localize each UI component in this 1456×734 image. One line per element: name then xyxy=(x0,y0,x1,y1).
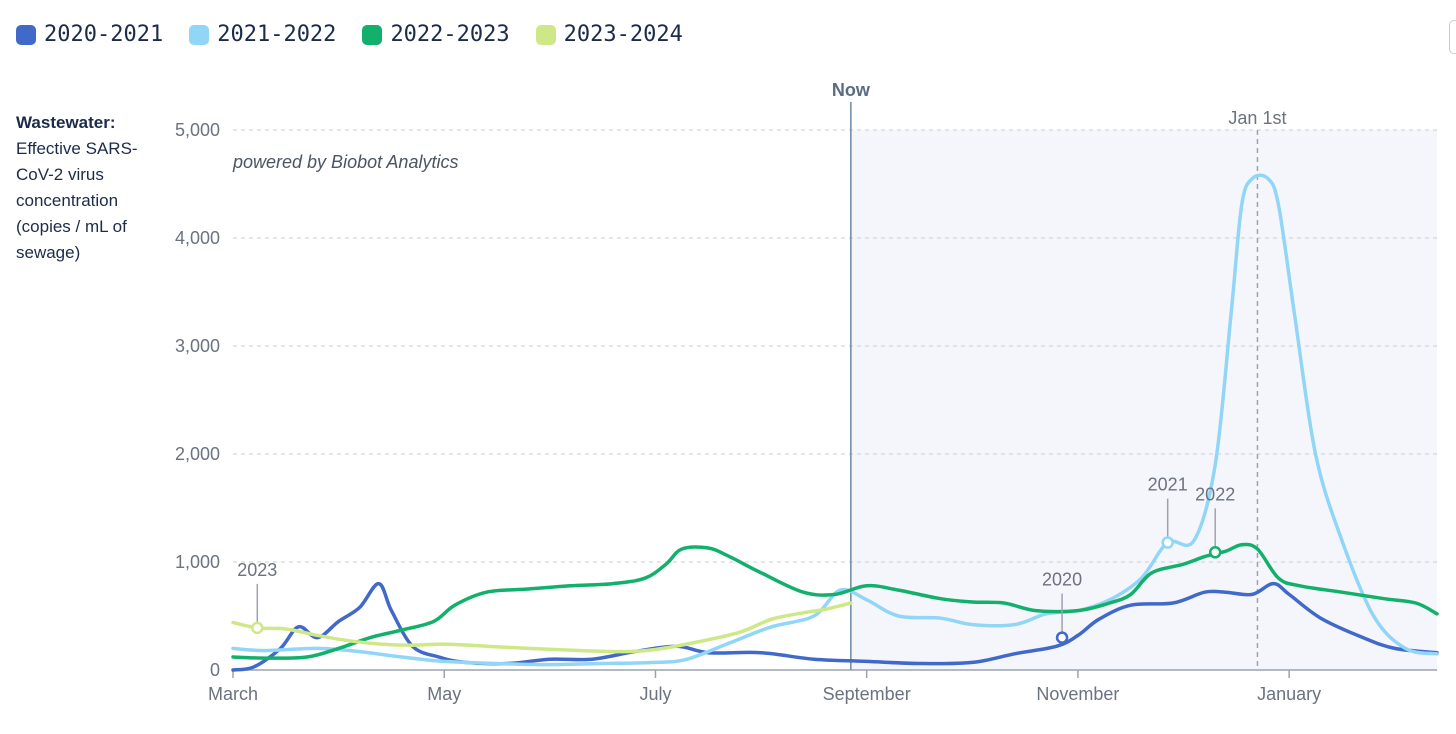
annotations: 2023 2020 2021 2022 xyxy=(237,475,1235,644)
legend-swatch xyxy=(362,24,383,45)
y-tick-label: 3,000 xyxy=(175,336,220,356)
series-line-2020-2021 xyxy=(231,581,1439,672)
y-tick-label: 4,000 xyxy=(175,228,220,248)
legend-item-2023-2024[interactable]: 2023-2024 xyxy=(535,22,683,47)
legend-item-2022-2023[interactable]: 2022-2023 xyxy=(362,22,510,47)
y-axis-label: Wastewater: Effective SARS-CoV-2 virus c… xyxy=(16,110,146,266)
legend: 2020-2021 2021-2022 2022-2023 2023-2024 xyxy=(16,22,683,47)
x-tick-label: September xyxy=(823,684,911,704)
legend-label: 2023-2024 xyxy=(563,22,683,47)
legend-label: 2020-2021 xyxy=(44,22,164,47)
y-tick-label: 2,000 xyxy=(175,444,220,464)
legend-swatch xyxy=(535,24,556,45)
legend-label: 2021-2022 xyxy=(217,22,337,47)
x-tick-label: November xyxy=(1036,684,1119,704)
legend-item-2021-2022[interactable]: 2021-2022 xyxy=(189,22,336,47)
now-marker-label: Now xyxy=(832,80,871,100)
annotation-point-2021 xyxy=(1161,536,1174,549)
legend-item-2020-2021[interactable]: 2020-2021 xyxy=(16,22,163,47)
x-tick-label: January xyxy=(1257,684,1321,704)
x-tick-label: July xyxy=(639,684,671,704)
legend-label: 2022-2023 xyxy=(390,22,510,47)
annotation-label-2020: 2020 xyxy=(1042,570,1082,590)
y-tick-label: 1,000 xyxy=(175,552,220,572)
y-tick-label: 0 xyxy=(210,660,220,680)
x-tick-labels: March May July September November January xyxy=(208,670,1321,704)
menu-button-edge[interactable] xyxy=(1449,20,1456,54)
annotation-point-2020 xyxy=(1055,631,1069,644)
grid-lines xyxy=(233,129,1437,563)
series-line-2021-2022 xyxy=(231,173,1439,667)
x-tick-label: March xyxy=(208,684,258,704)
legend-swatch xyxy=(16,24,36,45)
x-tick-label: May xyxy=(427,684,461,704)
annotation-label-2021: 2021 xyxy=(1148,475,1188,495)
series-line-2022-2023 xyxy=(231,542,1439,660)
y-axis-label-text: Effective SARS-CoV-2 virus concentration… xyxy=(16,139,138,262)
annotation-label-2022: 2022 xyxy=(1195,484,1235,504)
y-axis-label-title: Wastewater: xyxy=(16,113,116,132)
series-lines xyxy=(231,173,1439,672)
jan-first-marker-label: Jan 1st xyxy=(1228,108,1286,128)
series-line-2023-2024 xyxy=(231,601,853,654)
future-shaded-region xyxy=(850,130,1437,670)
credit-text: powered by Biobot Analytics xyxy=(232,152,458,172)
annotation-label-2023: 2023 xyxy=(237,560,277,580)
annotation-point-2023 xyxy=(251,621,264,635)
legend-swatch xyxy=(189,24,210,45)
annotation-point-2022 xyxy=(1208,546,1222,559)
y-tick-labels: 0 1,000 2,000 3,000 4,000 5,000 xyxy=(175,120,220,680)
y-tick-label: 5,000 xyxy=(175,120,220,140)
